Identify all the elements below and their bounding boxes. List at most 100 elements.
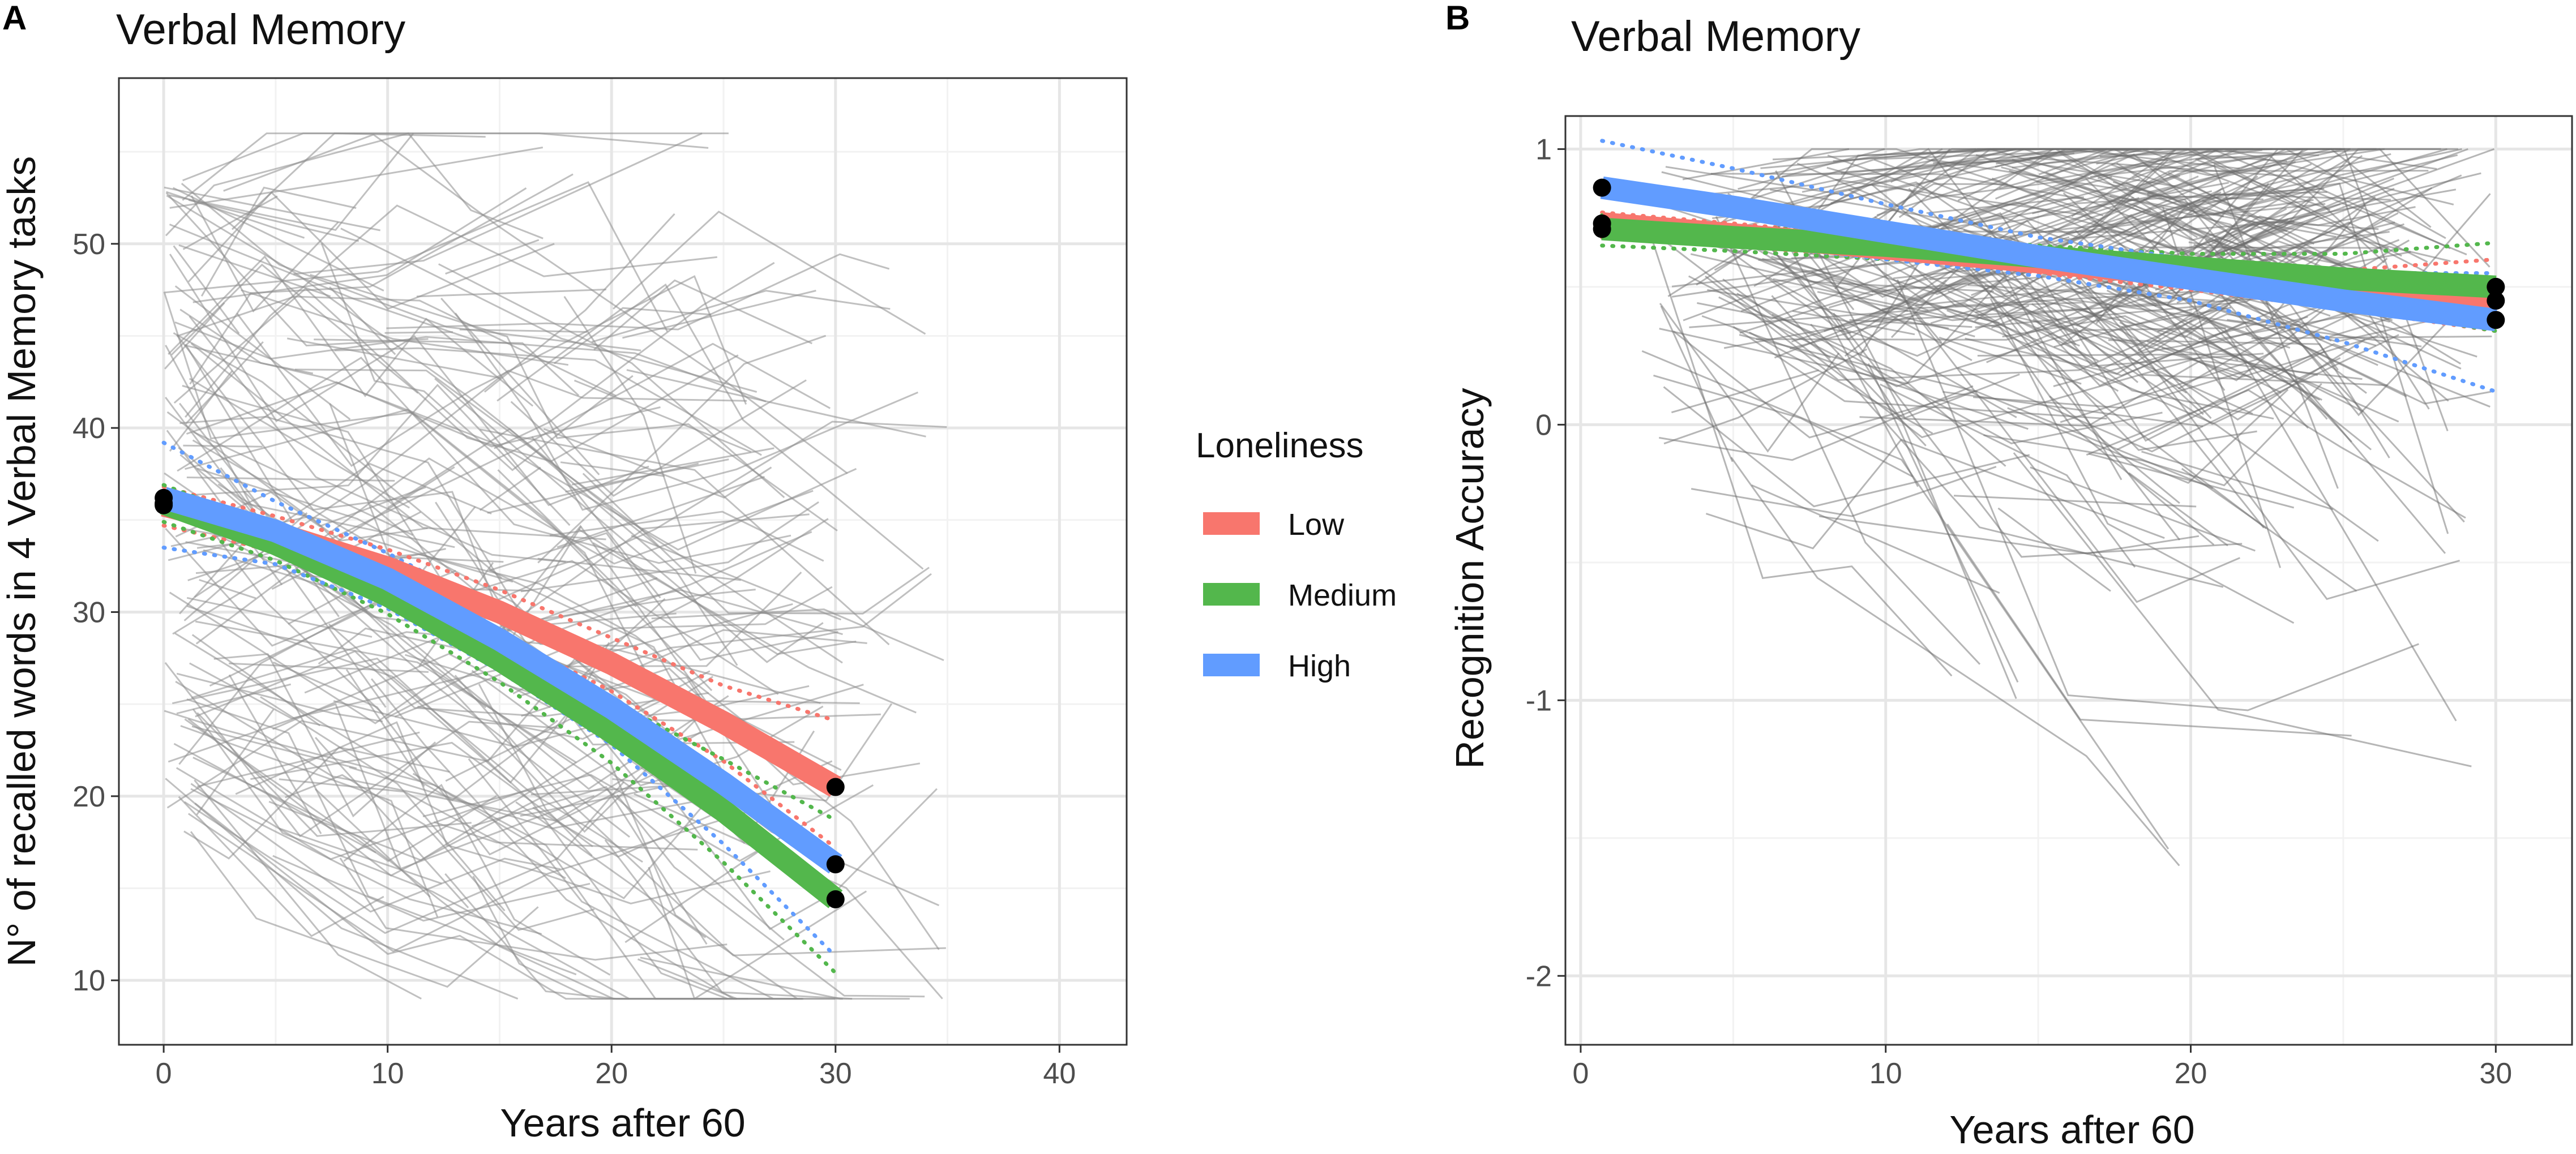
panel-b-individual-trajectory	[1758, 235, 2017, 699]
panel-a-ticks: 0 10 20 30 40 10 20 30 40 50	[72, 228, 1076, 1090]
panel-a-individual-trajectory	[613, 211, 926, 335]
panel-a: A Verbal Memory 0 10 20 30 40 10 20 30 40 50 Year…	[0, 0, 1128, 1145]
panel-b-individual-trajectory	[1902, 155, 2363, 258]
panel-a-individual-trajectory	[179, 415, 677, 627]
panel-a-individual-trajectory	[445, 239, 540, 275]
panel-b-individual-trajectory	[1939, 336, 2082, 385]
panel-a-individual-trajectory	[285, 774, 595, 931]
panel-b-individual-trajectory	[2181, 467, 2357, 592]
panel-a-individual-trajectory	[178, 506, 476, 765]
panel-b-individual-trajectory	[1983, 383, 2322, 487]
panel-a-individual-trajectory	[279, 827, 442, 885]
panel-b-medium-endpoint	[2487, 277, 2505, 296]
panel-b-individual-trajectory	[1653, 374, 1913, 478]
panel-b-individual-trajectory	[1690, 253, 1873, 296]
panel-b-individual-trajectory	[1810, 323, 1927, 447]
panel-a-individual-trajectory	[624, 848, 763, 943]
panel-b-y-tick-label: -2	[1526, 960, 1552, 993]
panel-a-individual-trajectory	[231, 132, 486, 230]
panel-a-individual-trajectory	[189, 377, 410, 509]
panel-b-individual-trajectory	[1665, 166, 1852, 197]
panel-a-individual-trajectory	[194, 803, 737, 1000]
panel-a-individual-trajectory	[416, 289, 606, 298]
panel-b-individual-trajectory	[1833, 312, 2243, 558]
panel-a-x-tick-label: 10	[371, 1057, 404, 1090]
panel-b-medium-endpoint	[1593, 220, 1611, 238]
panel-a-individual-trajectory	[629, 629, 867, 672]
panel-b-individual-trajectory	[1730, 457, 2180, 866]
panel-b-individual-trajectory	[1740, 212, 2325, 442]
panel-a-y-axis-title: N° of recalled words in 4 Verbal Memory …	[0, 156, 44, 967]
panel-a-x-tick-label: 40	[1043, 1057, 1076, 1090]
panel-b-individual-trajectory	[1880, 220, 2461, 600]
panel-a-individual-trajectory	[182, 195, 278, 250]
panel-a-x-tick-label: 20	[595, 1057, 628, 1090]
panel-b-y-tick-label: 0	[1535, 409, 1552, 441]
panel-a-individual-trajectory	[497, 307, 712, 402]
panel-b-individual-trajectory	[1974, 214, 2367, 394]
panel-a-individual-trajectory	[200, 186, 357, 297]
panel-a-individual-trajectory	[571, 447, 774, 486]
panel-b-individual-trajectory	[1997, 507, 2111, 592]
panel-b-individual-trajectory	[1641, 350, 2170, 850]
panel-a-individual-trajectory	[177, 295, 617, 397]
panel-a-individual-trajectory	[185, 341, 264, 424]
panel-b-individual-trajectory	[2070, 307, 2365, 421]
panel-b-individual-trajectory	[2072, 193, 2491, 354]
panel-b-individual-trajectory	[1931, 158, 2450, 417]
panel-a-individual-trajectory	[315, 788, 431, 898]
panel-b-individual-trajectory	[2049, 395, 2180, 504]
panel-a-individual-trajectory	[174, 632, 558, 801]
panel-a-individual-trajectory	[468, 758, 774, 1000]
panel-a-individual-trajectory	[471, 786, 708, 945]
panel-b-individual-trajectory	[2013, 452, 2472, 767]
panel-a-individual-trajectory	[339, 857, 728, 961]
panel-b-individual-trajectory	[2103, 313, 2301, 369]
panel-a-individual-trajectory	[641, 513, 810, 530]
panel-b-individual-trajectory	[1756, 174, 2462, 341]
panel-b-individual-trajectory	[1688, 229, 1975, 338]
panel-a-individual-trajectories	[163, 132, 947, 1000]
panel-a-individual-trajectory	[488, 569, 724, 773]
panel-a-individual-trajectory	[640, 956, 910, 1000]
panel-b-individual-trajectory	[1792, 310, 1915, 336]
panel-a-individual-trajectory	[192, 709, 630, 1000]
panel-a-high-fit-line	[160, 487, 842, 874]
panel-b-individual-trajectory	[1705, 439, 2165, 550]
panel-b-individual-trajectory	[1970, 178, 2141, 226]
panel-a-individual-trajectory	[285, 567, 387, 708]
panel-b-individual-trajectory	[1768, 277, 2017, 418]
panel-b-individual-trajectory	[1711, 148, 2148, 213]
panel-b-individual-trajectory	[2109, 195, 2337, 238]
panel-b-plot-border	[1564, 115, 2573, 1046]
panel-a-series	[155, 440, 845, 975]
panel-b-individual-trajectory	[2031, 303, 2399, 425]
panel-a-individual-trajectory	[563, 295, 697, 574]
panel-a-individual-trajectory	[172, 187, 384, 291]
panel-a-individual-trajectory	[213, 653, 437, 818]
panel-b-individual-trajectory	[1971, 199, 2201, 297]
panel-b-individual-trajectory	[1880, 383, 2136, 568]
panel-a-individual-trajectory	[517, 573, 932, 698]
panel-a-individual-trajectory	[483, 213, 675, 393]
panel-b-individual-trajectory	[2025, 190, 2213, 248]
panel-b-y-axis-title: Recognition Accuracy	[1448, 388, 1492, 769]
panel-b-individual-trajectory	[2146, 334, 2379, 379]
panel-b-individual-trajectory	[2127, 161, 2296, 238]
legend-label-low: Low	[1288, 508, 1345, 542]
panel-b-x-axis-title: Years after 60	[1949, 1108, 2194, 1152]
panel-a-individual-trajectory	[186, 698, 577, 976]
panel-a-x-tick-label: 30	[819, 1057, 852, 1090]
panel-a-individual-trajectory	[591, 290, 891, 343]
panel-a-individual-trajectory	[181, 183, 641, 351]
panel-a-individual-trajectory	[178, 796, 384, 937]
panel-b-individual-trajectory	[1701, 315, 2029, 430]
panel-a-individual-trajectory	[169, 147, 544, 209]
panel-b-individual-trajectory	[1973, 367, 2257, 409]
panel-a-individual-trajectory	[173, 332, 503, 580]
panel-b-individual-trajectory	[1691, 466, 1997, 517]
panel-b-high-endpoint	[2487, 311, 2505, 329]
panel-b-individual-trajectory	[2002, 315, 2282, 393]
panel-a-individual-trajectory	[190, 783, 560, 913]
panel-b-individual-trajectory	[1869, 220, 2294, 316]
